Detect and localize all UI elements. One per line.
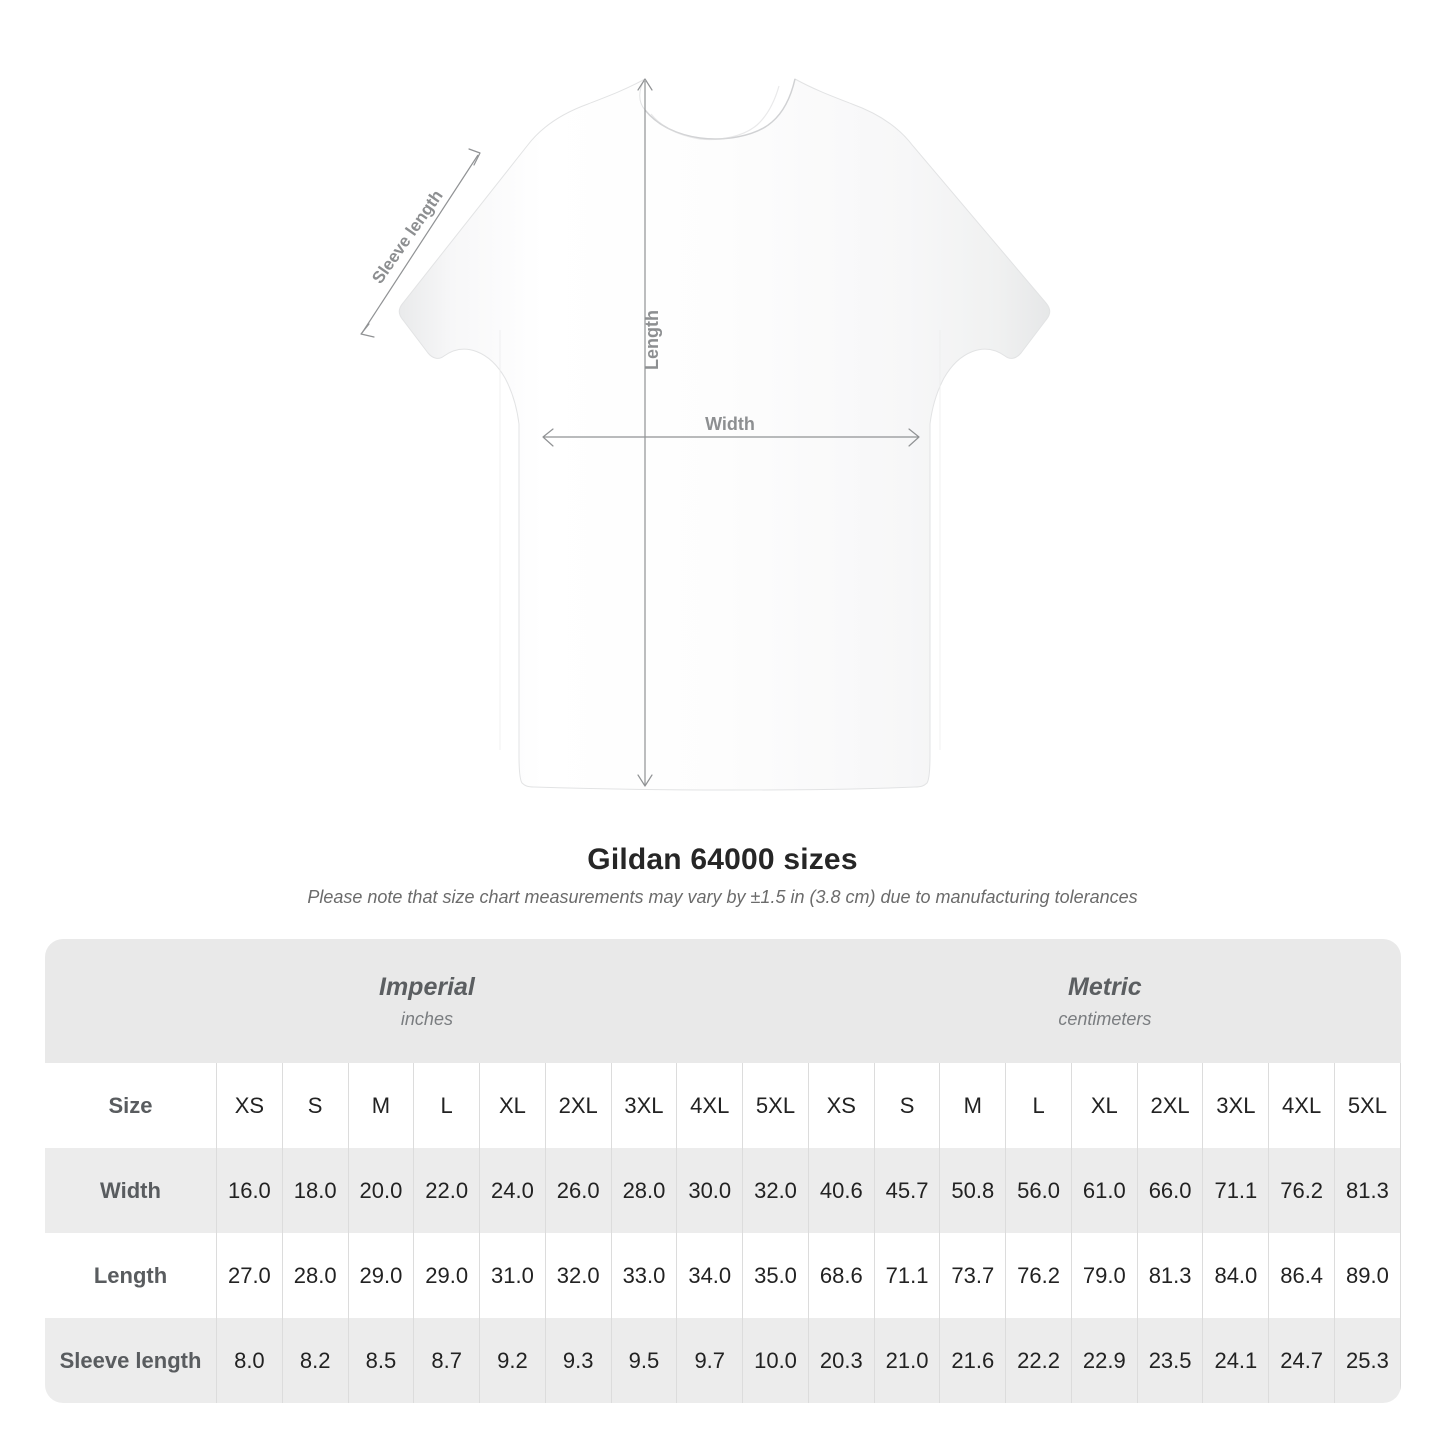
svg-text:Width: Width [705, 414, 755, 434]
svg-text:Length: Length [642, 310, 662, 370]
